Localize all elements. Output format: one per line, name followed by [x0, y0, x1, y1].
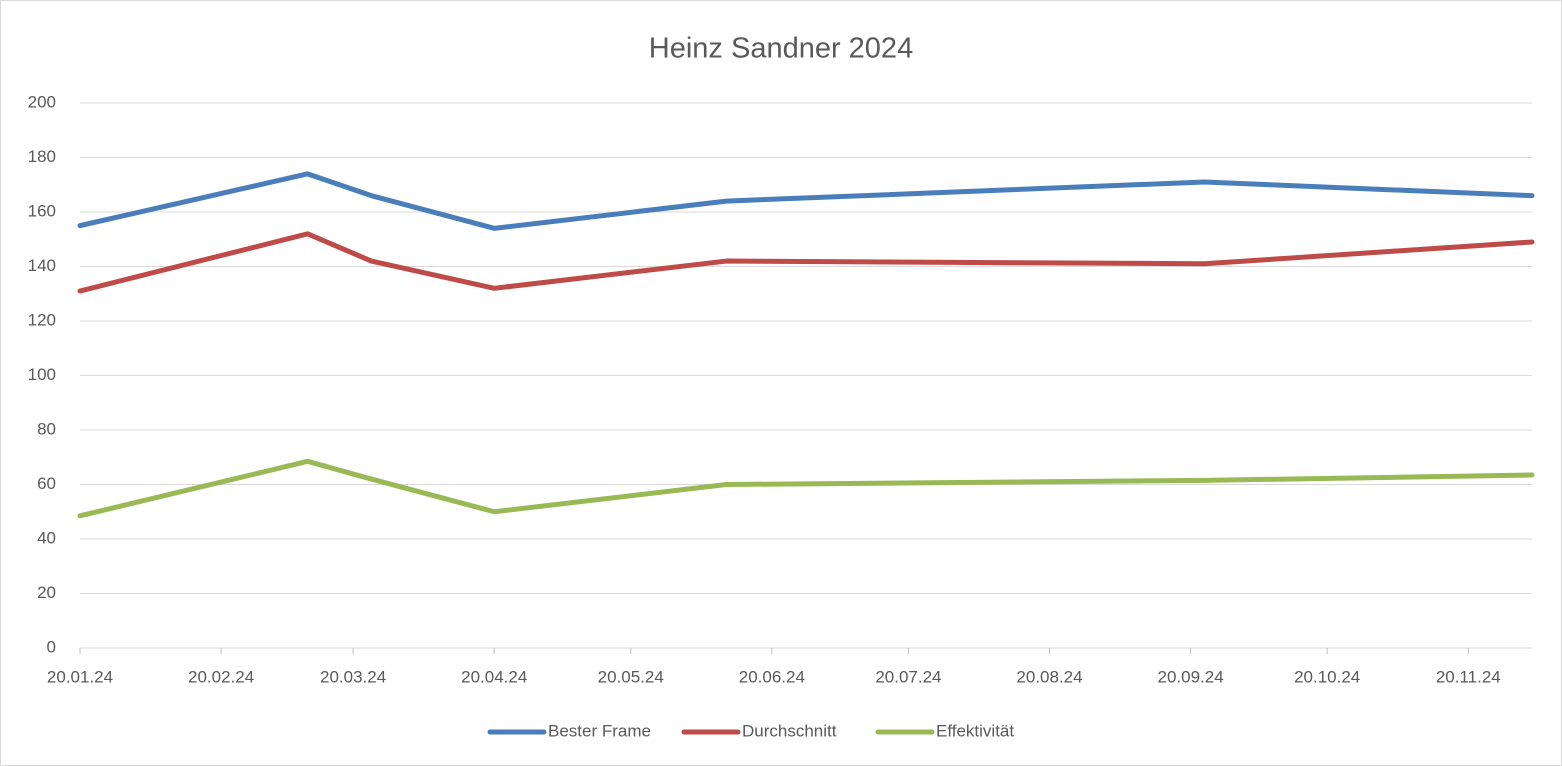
- y-tick-label: 200: [28, 92, 56, 111]
- chart-title: Heinz Sandner 2024: [649, 33, 913, 65]
- y-tick-label: 60: [37, 474, 56, 493]
- y-tick-label: 120: [28, 310, 56, 329]
- x-tick-label: 20.09.24: [1158, 667, 1224, 686]
- y-tick-label: 140: [28, 256, 56, 275]
- legend-label: Effektivität: [936, 721, 1014, 740]
- x-tick-label: 20.08.24: [1016, 667, 1082, 686]
- x-tick-label: 20.10.24: [1294, 667, 1360, 686]
- x-tick-label: 20.07.24: [875, 667, 941, 686]
- y-tick-label: 20: [37, 583, 56, 602]
- series-line: [77, 231, 1535, 294]
- y-tick-label: 80: [37, 419, 56, 438]
- y-tick-label: 40: [37, 528, 56, 547]
- x-tick-label: 20.04.24: [461, 667, 527, 686]
- x-tick-label: 20.05.24: [598, 667, 664, 686]
- legend-label: Durchschnitt: [742, 721, 837, 740]
- y-tick-label: 160: [28, 201, 56, 220]
- y-tick-label: 0: [47, 637, 56, 656]
- y-tick-label: 100: [28, 365, 56, 384]
- x-tick-label: 20.11.24: [1436, 667, 1501, 686]
- x-tick-label: 20.02.24: [188, 667, 254, 686]
- series-line: [77, 458, 1535, 519]
- x-tick-label: 20.06.24: [739, 667, 805, 686]
- x-tick-label: 20.03.24: [320, 667, 386, 686]
- y-tick-label: 180: [28, 147, 56, 166]
- series-line: [77, 171, 1535, 231]
- legend-label: Bester Frame: [548, 721, 651, 740]
- x-tick-label: 20.01.24: [47, 667, 113, 686]
